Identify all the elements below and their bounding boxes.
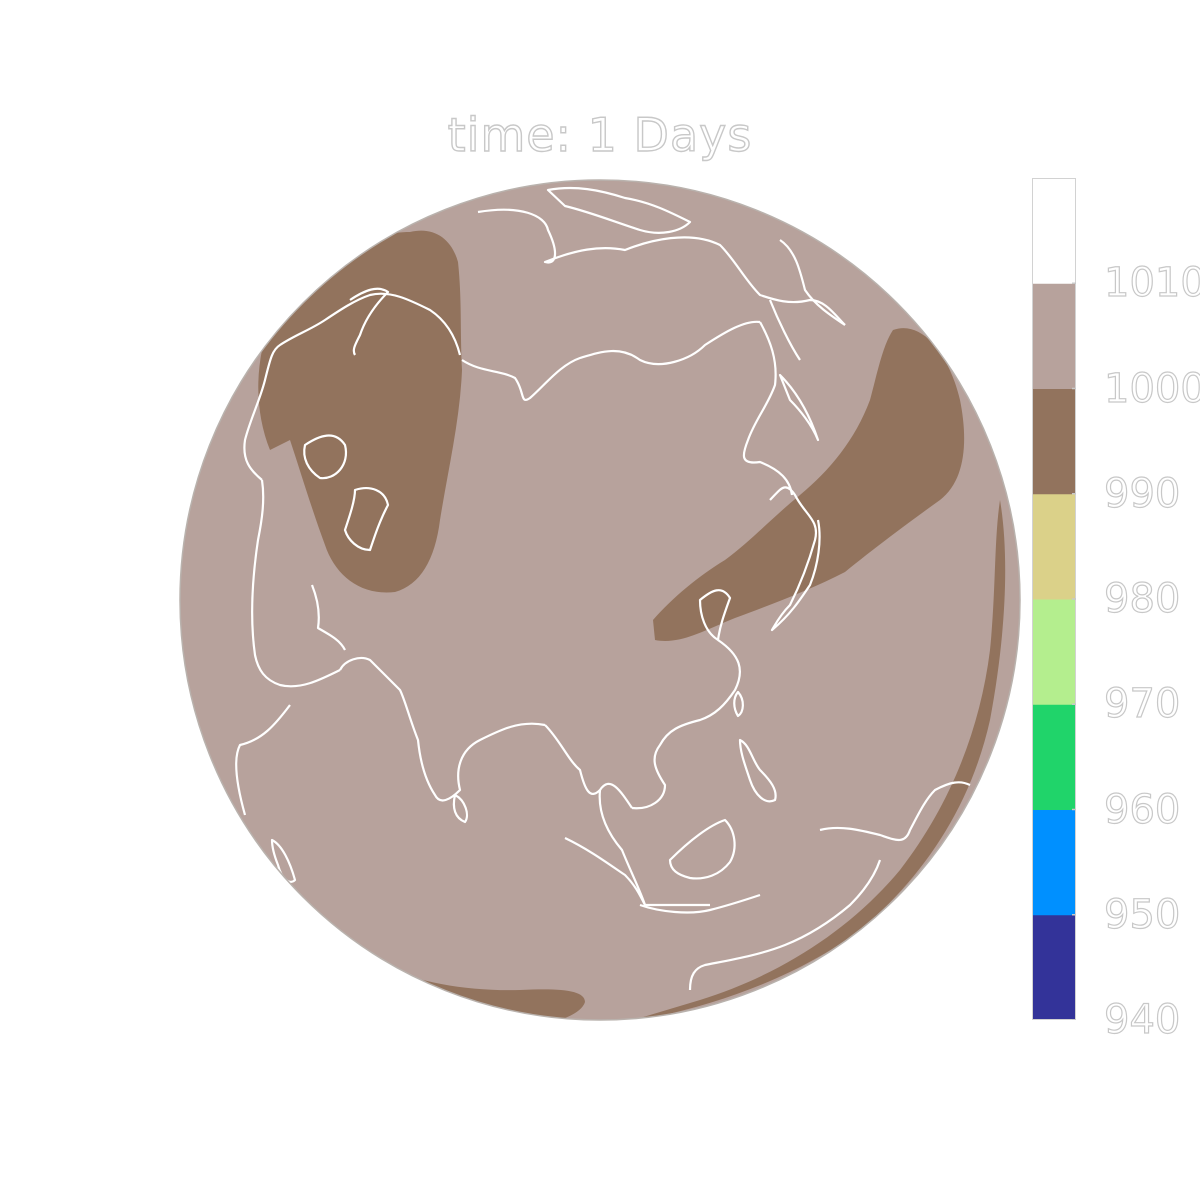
colorbar-segment-970: [1032, 599, 1076, 705]
pacific-low-pressure-band: [653, 328, 965, 641]
coastline-arabia: [251, 479, 341, 688]
coastline-black-sea: [303, 434, 348, 480]
colorbar-tick-label: 1010: [1103, 260, 1200, 307]
colorbar-tick-label: 1000: [1103, 365, 1200, 412]
colorbar-tick-label: 960: [1103, 786, 1181, 833]
colorbar-segment-1000: [1032, 283, 1076, 389]
coastline-arctic-islands: [546, 186, 692, 234]
colorbar-segment-960: [1032, 704, 1076, 810]
coastline-caspian: [343, 487, 390, 552]
colorbar-tick-label: 950: [1103, 891, 1181, 938]
coastline-australia: [688, 859, 882, 991]
coastline-philippines: [738, 738, 777, 803]
coastline-taiwan: [733, 690, 744, 718]
coastline-china-east: [631, 639, 742, 810]
colorbar-tick-label: 940: [1103, 997, 1181, 1043]
colorbar-segment-990: [1032, 388, 1076, 495]
colorbar-segment-940: [1032, 914, 1076, 1020]
map-title: time: 1 Days: [447, 107, 753, 162]
colorbar-segment-980: [1032, 493, 1076, 600]
coastline-scandinavia: [349, 287, 390, 356]
europe-low-pressure-region: [258, 230, 462, 593]
coastline-russia-interior: [461, 320, 761, 401]
pressure-field: [180, 180, 1020, 1020]
coastline-sri-lanka: [452, 793, 469, 824]
coastline-new-guinea: [819, 781, 971, 842]
coastline-kamchatka: [768, 239, 846, 361]
colorbar-segment-1010: [1032, 178, 1076, 284]
coastline-sumatra-java: [639, 893, 761, 914]
coastline-sakhalin: [778, 373, 820, 442]
coastline-indochina: [598, 782, 710, 907]
coastline-malaya: [564, 837, 646, 906]
coastlines: [235, 186, 971, 991]
coastline-borneo: [668, 818, 736, 880]
coastline-japan: [769, 486, 821, 632]
colorbar: [1032, 178, 1076, 1020]
coastline-korea: [698, 589, 732, 642]
coastline-europe: [243, 292, 462, 481]
colorbar-tick-label: 990: [1103, 470, 1181, 517]
coastline-india: [339, 656, 601, 802]
colorbar-tick-label: 970: [1103, 681, 1181, 728]
colorbar-tick-label: 980: [1103, 576, 1181, 622]
coastline-sea-of-okhotsk: [742, 321, 794, 496]
coastline-persian-gulf: [310, 584, 346, 651]
coastline-africa-east: [235, 704, 291, 816]
colorbar-segment-950: [1032, 809, 1076, 916]
globe-outline: [179, 179, 1021, 1021]
coastline-asia-north: [477, 208, 846, 326]
